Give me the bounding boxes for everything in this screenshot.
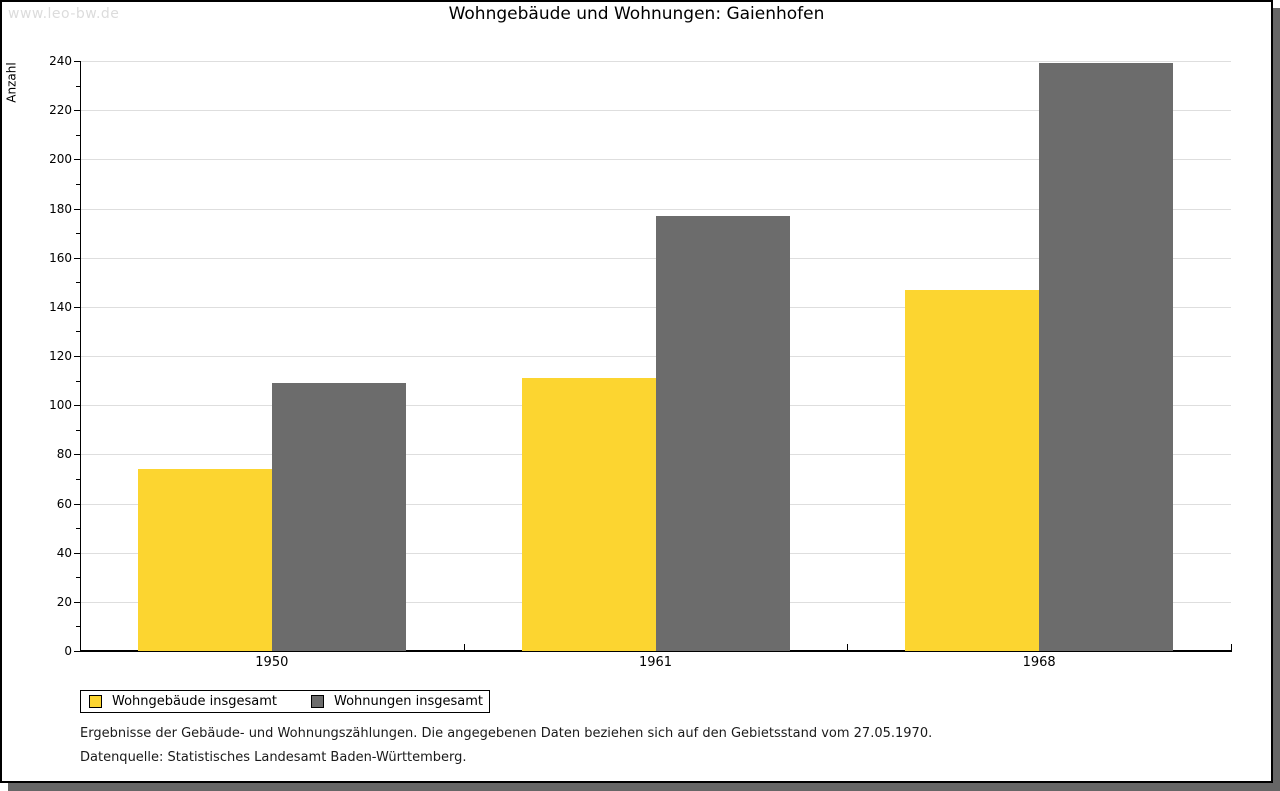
- watermark: www.leo-bw.de: [8, 6, 120, 22]
- gridline-240: [80, 61, 1231, 62]
- bar-wohngebäude-1968: [905, 289, 1040, 651]
- frame-shadow-bottom: [8, 783, 1273, 791]
- frame-shadow-right: [1273, 8, 1280, 791]
- y-major-tick-140: [74, 306, 80, 308]
- y-minor-tick-230: [76, 85, 80, 87]
- x-axis: [80, 650, 1232, 652]
- y-minor-tick-10: [76, 626, 80, 628]
- legend-swatch-yellow: [89, 695, 102, 708]
- y-tick-label-0: 0: [64, 644, 72, 658]
- y-minor-tick-90: [76, 429, 80, 431]
- y-tick-label-100: 100: [49, 398, 72, 413]
- y-minor-tick-50: [76, 528, 80, 530]
- legend-label: Wohnungen insgesamt: [334, 694, 483, 709]
- legend-item-wohnungen: Wohnungen insgesamt: [311, 694, 483, 709]
- y-major-tick-80: [74, 454, 80, 456]
- y-minor-tick-190: [76, 183, 80, 185]
- y-tick-label-180: 180: [49, 201, 72, 216]
- x-boundary-tick-3: [1231, 644, 1232, 650]
- x-boundary-tick-1: [463, 644, 465, 650]
- y-major-tick-240: [74, 61, 80, 62]
- y-major-tick-20: [74, 601, 80, 603]
- y-major-tick-0: [74, 651, 80, 652]
- bar-wohngebäude-1961: [521, 378, 656, 651]
- gridline-200: [80, 159, 1231, 161]
- y-major-tick-100: [74, 405, 80, 407]
- gridline-180: [80, 208, 1231, 210]
- bar-wohnungen-1968: [1039, 63, 1174, 651]
- y-major-tick-120: [74, 356, 80, 357]
- bar-wohnungen-1961: [655, 215, 790, 651]
- y-major-tick-60: [74, 503, 80, 505]
- chart-title: Wohngebäude und Wohnungen: Gaienhofen: [448, 4, 825, 24]
- y-tick-label-80: 80: [56, 447, 72, 462]
- legend-swatch-gray: [311, 695, 324, 708]
- y-axis-title: Anzahl: [4, 62, 19, 103]
- y-minor-tick-30: [76, 577, 80, 579]
- x-category-label-1961: 1961: [638, 655, 673, 670]
- y-major-tick-180: [74, 208, 80, 210]
- y-tick-label-60: 60: [56, 496, 72, 511]
- legend: Wohngebäude insgesamt Wohnungen insgesam…: [80, 690, 490, 713]
- y-axis: [80, 61, 81, 651]
- y-minor-tick-150: [76, 282, 80, 284]
- y-major-tick-40: [74, 552, 80, 554]
- y-tick-label-20: 20: [56, 594, 72, 609]
- y-tick-label-140: 140: [49, 299, 72, 314]
- y-minor-tick-210: [76, 134, 80, 136]
- footnote-line-1: Ergebnisse der Gebäude- und Wohnungszähl…: [80, 726, 933, 741]
- y-tick-label-160: 160: [49, 250, 72, 265]
- legend-item-wohngebaeude: Wohngebäude insgesamt: [89, 694, 277, 709]
- bar-wohngebäude-1950: [137, 469, 272, 651]
- x-category-label-1968: 1968: [1022, 655, 1056, 670]
- y-tick-label-220: 220: [49, 103, 72, 118]
- y-major-tick-200: [74, 159, 80, 161]
- y-minor-tick-110: [76, 380, 80, 382]
- x-category-label-1950: 1950: [255, 655, 289, 670]
- y-minor-tick-170: [76, 233, 80, 235]
- y-major-tick-220: [74, 110, 80, 112]
- x-boundary-tick-2: [847, 644, 849, 650]
- y-tick-label-240: 240: [49, 54, 72, 68]
- y-tick-label-40: 40: [56, 545, 72, 560]
- legend-label: Wohngebäude insgesamt: [112, 694, 277, 709]
- y-tick-label-120: 120: [49, 349, 72, 363]
- y-minor-tick-70: [76, 478, 80, 480]
- footnote-line-2: Datenquelle: Statistisches Landesamt Bad…: [80, 750, 467, 765]
- y-major-tick-160: [74, 257, 80, 259]
- y-tick-label-200: 200: [49, 152, 72, 167]
- gridline-220: [80, 110, 1231, 112]
- bar-wohnungen-1950: [271, 383, 406, 651]
- y-minor-tick-130: [76, 331, 80, 333]
